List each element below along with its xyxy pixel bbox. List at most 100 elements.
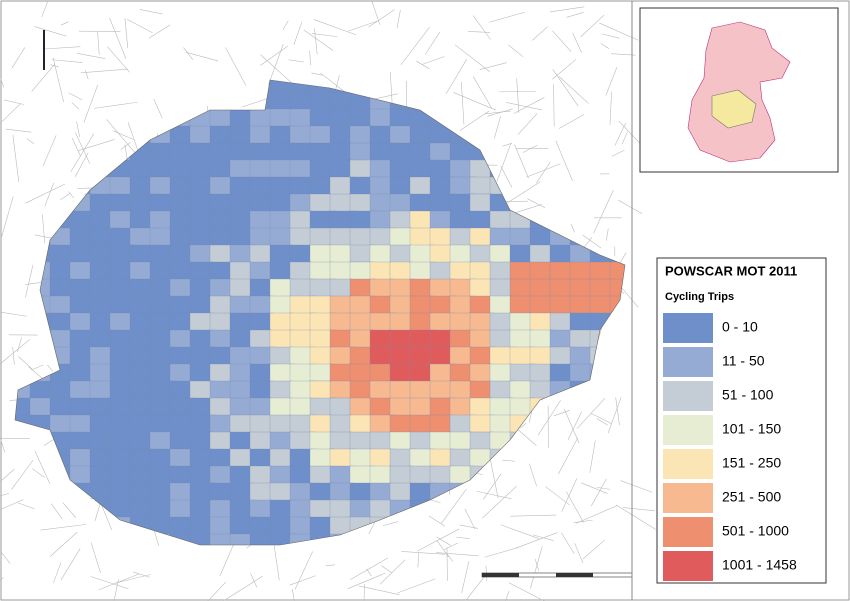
zone (229, 346, 252, 365)
street (461, 561, 470, 594)
street (112, 130, 134, 140)
zone (349, 193, 371, 213)
street (621, 131, 628, 145)
zone (369, 244, 391, 263)
street (485, 110, 511, 115)
street (496, 142, 512, 182)
zone (109, 312, 132, 333)
zone (229, 482, 253, 502)
legend-label: 11 - 50 (722, 353, 765, 369)
street (1, 196, 14, 237)
legend-label: 0 - 10 (722, 319, 758, 335)
street (47, 364, 54, 372)
street (527, 198, 546, 209)
street (513, 97, 545, 114)
street (76, 53, 106, 59)
street (500, 165, 513, 188)
street (90, 576, 129, 590)
street (522, 144, 538, 153)
zone (329, 414, 352, 434)
street (563, 408, 580, 444)
street (31, 364, 44, 371)
legend-label: 1001 - 1458 (722, 557, 797, 573)
zone (229, 380, 254, 400)
street (133, 571, 150, 578)
street (207, 581, 227, 601)
zone (109, 193, 133, 214)
street (44, 182, 54, 207)
street (25, 281, 43, 285)
street (78, 139, 115, 151)
legend-label: 101 - 150 (722, 421, 781, 437)
zone (329, 278, 353, 297)
street (0, 103, 22, 124)
street (582, 539, 605, 560)
street (325, 564, 335, 566)
street (400, 27, 430, 66)
street (41, 0, 49, 18)
zone (549, 329, 571, 349)
street (459, 524, 479, 529)
street (139, 9, 163, 15)
zone (509, 295, 533, 314)
street (566, 491, 584, 523)
street (417, 528, 460, 552)
zone (529, 227, 552, 246)
street (580, 14, 605, 38)
street (381, 565, 393, 574)
legend-label: 251 - 500 (722, 489, 781, 505)
street (85, 69, 89, 80)
legend-label: 501 - 1000 (722, 523, 789, 539)
legend-subtitle: Cycling Trips (665, 291, 734, 303)
street (153, 98, 163, 119)
zone (449, 142, 471, 163)
zone (349, 499, 373, 519)
street (34, 450, 51, 484)
street (502, 459, 515, 462)
zone (509, 312, 533, 331)
zone (169, 295, 192, 314)
street (97, 31, 100, 55)
zone (169, 227, 191, 248)
zone (429, 431, 452, 450)
street (483, 473, 502, 500)
zone (589, 261, 612, 281)
zone (249, 295, 274, 315)
street (428, 515, 446, 527)
street (225, 47, 247, 86)
zone (249, 244, 272, 265)
zone (309, 516, 331, 537)
zone (169, 159, 191, 178)
zone (369, 210, 394, 229)
street (0, 499, 24, 511)
zone (149, 142, 173, 161)
zone (229, 431, 253, 450)
street (25, 183, 66, 204)
street (114, 574, 151, 584)
street (453, 92, 496, 111)
zone (189, 499, 211, 518)
zone (329, 261, 354, 282)
zone (489, 244, 513, 263)
zone (309, 363, 334, 382)
street (11, 459, 34, 490)
inset-study-area (711, 89, 757, 129)
street (472, 76, 492, 109)
zone (589, 295, 613, 316)
zone (489, 414, 511, 435)
street (487, 108, 513, 117)
zone (309, 431, 334, 451)
zone (369, 159, 394, 180)
street (106, 119, 138, 156)
street (382, 521, 399, 526)
street (508, 582, 545, 601)
street (80, 68, 129, 74)
street (107, 46, 130, 73)
street (320, 72, 347, 93)
street (454, 44, 491, 73)
zone (489, 295, 514, 316)
zone (469, 193, 492, 214)
zone (209, 142, 231, 163)
street (459, 110, 490, 131)
